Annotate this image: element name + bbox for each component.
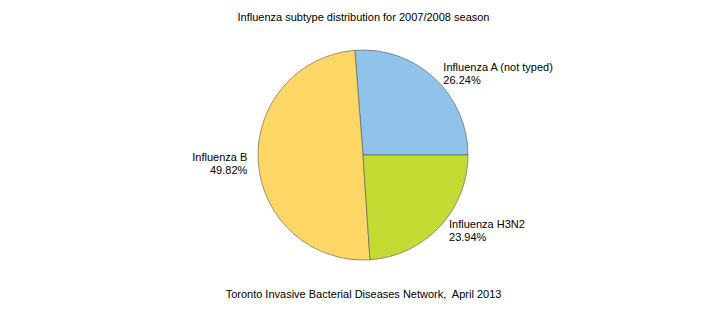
svg-text:49.82%: 49.82% <box>210 164 248 176</box>
svg-text:Influenza subtype distribution: Influenza subtype distribution for 2007/… <box>238 11 490 23</box>
svg-text:Influenza H3N2: Influenza H3N2 <box>449 218 525 230</box>
svg-text:26.24%: 26.24% <box>443 74 481 86</box>
svg-text:Influenza B: Influenza B <box>192 151 247 163</box>
svg-text:Influenza A (not typed): Influenza A (not typed) <box>443 61 552 73</box>
svg-text:23.94%: 23.94% <box>449 231 487 243</box>
svg-text:Toronto Invasive Bacterial Dis: Toronto Invasive Bacterial Diseases Netw… <box>226 288 502 300</box>
